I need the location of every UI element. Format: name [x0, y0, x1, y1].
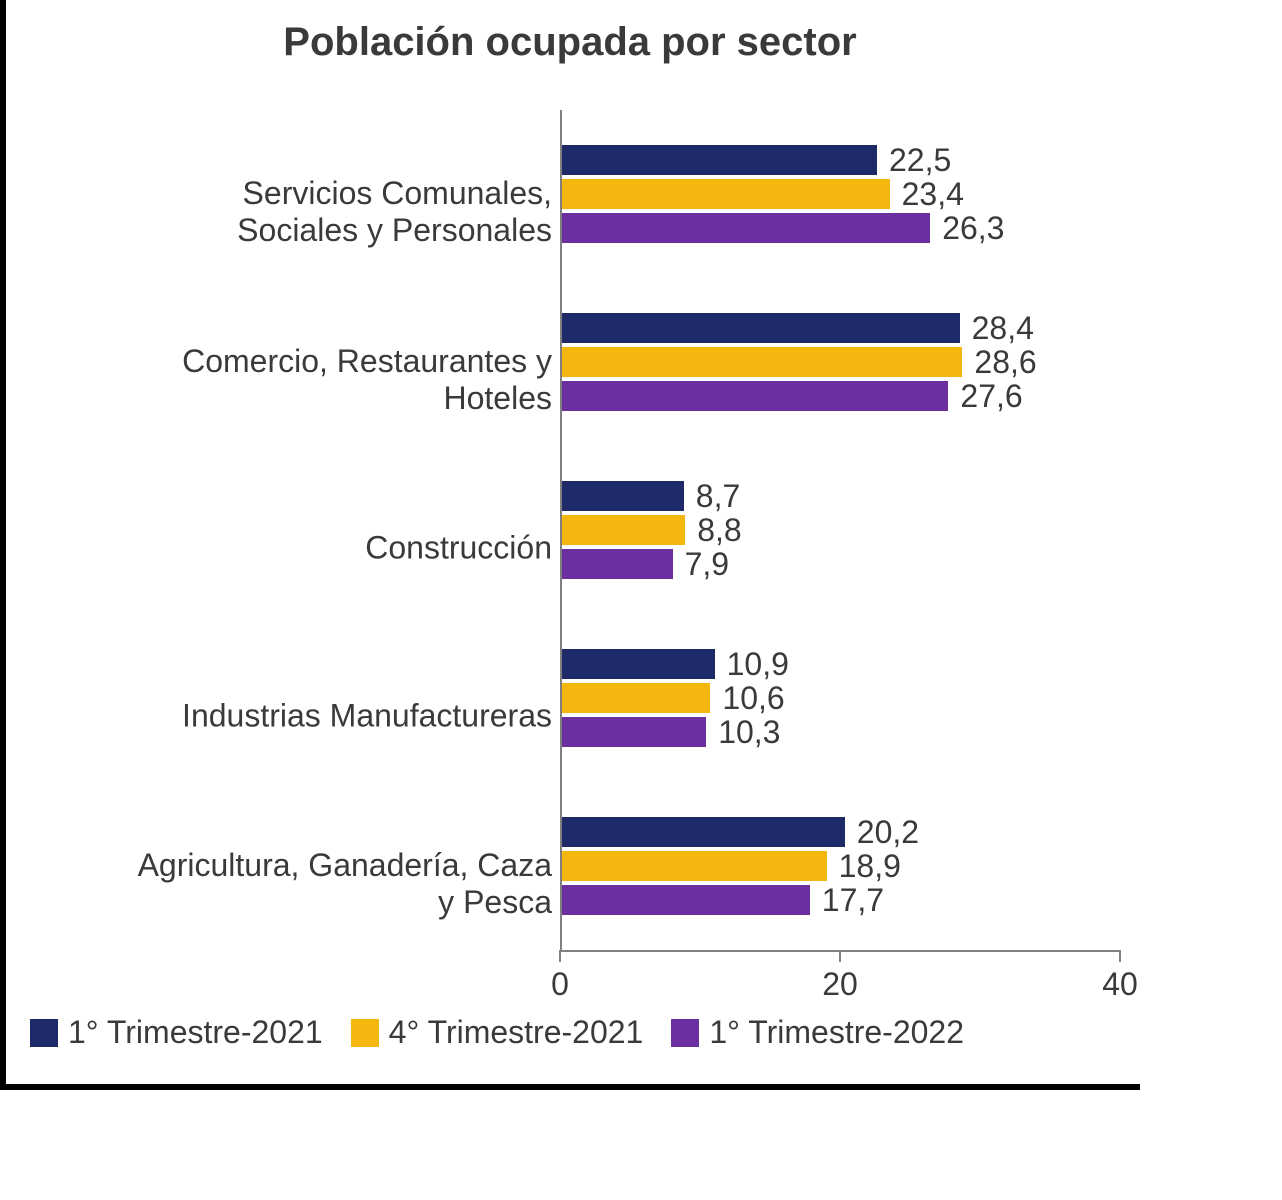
category-label: Agricultura, Ganadería, Cazay Pesca	[32, 847, 552, 921]
bar-value-label: 10,9	[715, 649, 789, 679]
bar: 10,6	[562, 683, 710, 713]
x-tick-label: 0	[551, 966, 569, 1003]
bar: 8,7	[562, 481, 684, 511]
bar-value-label: 20,2	[845, 817, 919, 847]
bar: 10,9	[562, 649, 715, 679]
legend-item: 1° Trimestre-2022	[671, 1014, 964, 1051]
x-tick-label: 40	[1102, 966, 1138, 1003]
category-label: Servicios Comunales,Sociales y Personale…	[32, 175, 552, 249]
bar-value-label: 10,6	[710, 683, 784, 713]
bar-value-label: 7,9	[673, 549, 729, 579]
legend-swatch	[30, 1019, 58, 1047]
bar-value-label: 18,9	[827, 851, 901, 881]
bar: 28,4	[562, 313, 960, 343]
bar-value-label: 17,7	[810, 885, 884, 915]
legend-item: 1° Trimestre-2021	[30, 1014, 323, 1051]
bar: 28,6	[562, 347, 962, 377]
legend-swatch	[671, 1019, 699, 1047]
frame-bottom-edge	[0, 1084, 1140, 1090]
bar: 8,8	[562, 515, 685, 545]
legend-item: 4° Trimestre-2021	[351, 1014, 644, 1051]
legend-swatch	[351, 1019, 379, 1047]
bar: 23,4	[562, 179, 890, 209]
bar: 18,9	[562, 851, 827, 881]
bar-value-label: 8,8	[685, 515, 741, 545]
chart-title: Población ocupada por sector	[0, 20, 1140, 65]
bar-value-label: 23,4	[890, 179, 964, 209]
category-group: Agricultura, Ganadería, Cazay Pesca 20,2 1…	[0, 800, 1140, 968]
bar-value-label: 28,6	[962, 347, 1036, 377]
bar: 17,7	[562, 885, 810, 915]
category-label: Industrias Manufactureras	[32, 698, 552, 735]
chart-container: Población ocupada por sector 0 20 40 Servi…	[0, 0, 1140, 1090]
bar: 7,9	[562, 549, 673, 579]
bar-value-label: 10,3	[706, 717, 780, 747]
category-group: Construcción8,78,87,9	[0, 464, 1140, 632]
bar: 10,3	[562, 717, 706, 747]
category-label: Construcción	[32, 530, 552, 567]
bar: 27,6	[562, 381, 948, 411]
bar-value-label: 26,3	[930, 213, 1004, 243]
bar-value-label: 27,6	[948, 381, 1022, 411]
bar-value-label: 28,4	[960, 313, 1034, 343]
category-label: Comercio, Restaurantes yHoteles	[32, 343, 552, 417]
bar: 22,5	[562, 145, 877, 175]
legend-label: 4° Trimestre-2021	[389, 1014, 644, 1051]
legend: 1° Trimestre-2021 4° Trimestre-2021 1° Tri…	[30, 1014, 964, 1051]
legend-label: 1° Trimestre-2021	[68, 1014, 323, 1051]
bar: 26,3	[562, 213, 930, 243]
bar-value-label: 22,5	[877, 145, 951, 175]
x-tick-label: 20	[822, 966, 858, 1003]
category-group: Servicios Comunales,Sociales y Personale…	[0, 128, 1140, 296]
bar: 20,2	[562, 817, 845, 847]
bar-value-label: 8,7	[684, 481, 740, 511]
category-group: Industrias Manufactureras10,910,610,3	[0, 632, 1140, 800]
category-group: Comercio, Restaurantes yHoteles28,428,62…	[0, 296, 1140, 464]
legend-label: 1° Trimestre-2022	[709, 1014, 964, 1051]
